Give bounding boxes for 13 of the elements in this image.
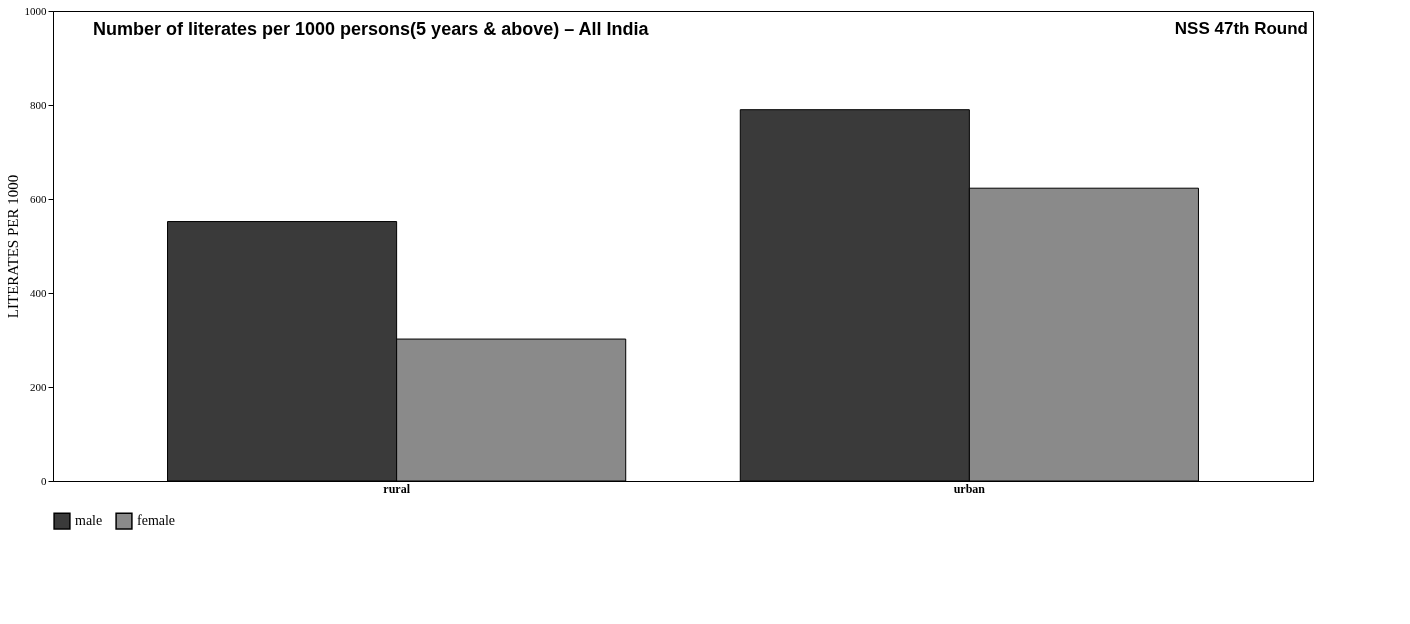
y-axis-title: LITERATES PER 1000	[4, 174, 21, 319]
y-tick-label: 200	[30, 380, 47, 393]
y-tick-label: 400	[30, 286, 47, 299]
x-tick-label: rural	[383, 481, 411, 496]
x-tick-label: urban	[953, 481, 986, 496]
legend-label: male	[75, 513, 103, 529]
legend-label: female	[137, 513, 176, 529]
chart-title: Number of literates per 1000 persons(5 years & above) – All India	[93, 19, 650, 39]
y-tick-label: 0	[41, 474, 47, 487]
y-tick-label: 600	[30, 192, 47, 205]
y-tick-label: 1000	[24, 4, 47, 17]
y-tick-label: 800	[30, 98, 47, 111]
annotation: NSS 47th Round	[1174, 19, 1308, 38]
